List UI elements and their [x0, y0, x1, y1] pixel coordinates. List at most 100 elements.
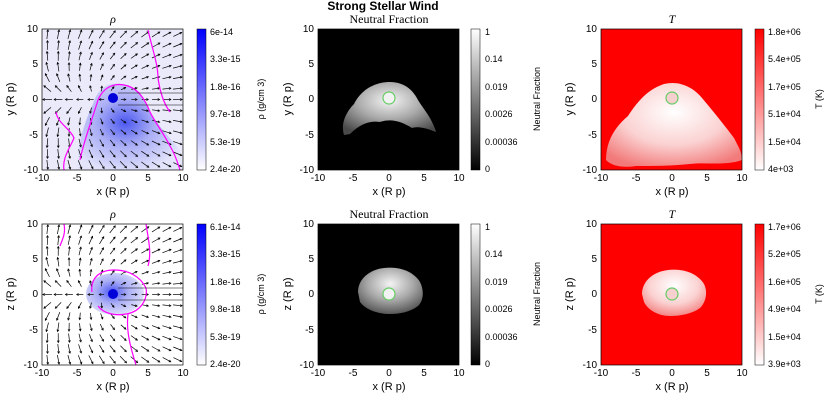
velocity-arrow — [55, 302, 62, 309]
colorbar-tick-label: 1.8e-16 — [210, 277, 241, 287]
velocity-arrow — [173, 346, 182, 351]
velocity-arrowhead — [146, 304, 150, 307]
velocity-arrowhead — [124, 236, 127, 240]
velocity-arrow — [99, 247, 104, 255]
velocity-arrowhead — [124, 165, 127, 169]
velocity-arrowhead — [90, 144, 93, 148]
velocity-arrowhead — [168, 282, 172, 285]
velocity-arrow — [131, 129, 138, 135]
velocity-arrow — [173, 43, 182, 48]
velocity-arrow — [120, 119, 127, 124]
velocity-arrow — [141, 282, 149, 285]
velocity-arrowhead — [68, 29, 72, 33]
x-tick-label: -10 — [35, 368, 50, 379]
velocity-arrow — [44, 268, 50, 278]
velocity-arrow — [141, 226, 150, 233]
velocity-arrowhead — [45, 50, 49, 54]
velocity-arrow — [130, 335, 138, 341]
velocity-arrow — [173, 336, 183, 340]
velocity-arrowhead — [123, 87, 127, 90]
y-tick-label: 10 — [586, 219, 598, 230]
velocity-arrow — [152, 282, 160, 285]
velocity-arrowhead — [79, 51, 82, 55]
x-tick-label: 5 — [704, 173, 710, 184]
x-tick-label: -10 — [594, 173, 609, 184]
velocity-arrow — [109, 150, 116, 158]
colorbar-tick-label: 1.8e-16 — [210, 82, 241, 92]
velocity-arrowhead — [101, 155, 105, 158]
velocity-arrow — [56, 116, 61, 126]
velocity-arrow — [131, 259, 138, 265]
y-tick-label: 5 — [591, 59, 597, 70]
velocity-arrowhead — [123, 98, 127, 101]
colorbar-tick-label: 0.0026 — [485, 109, 513, 119]
velocity-arrowhead — [78, 73, 82, 77]
velocity-arrowhead — [101, 52, 104, 55]
colorbar-tick-label: 5.3e-19 — [210, 137, 241, 147]
velocity-arrow — [173, 141, 183, 145]
x-tick-label: 10 — [453, 173, 465, 184]
velocity-arrowhead — [134, 304, 138, 307]
velocity-arrow — [151, 151, 161, 157]
velocity-arrowhead — [89, 268, 93, 272]
plot-frame — [600, 28, 743, 171]
velocity-arrow — [172, 304, 183, 307]
velocity-arrowhead — [123, 120, 127, 124]
x-tick-label: 5 — [145, 173, 151, 184]
velocity-arrow — [78, 40, 82, 50]
velocity-arrowhead — [56, 145, 60, 149]
velocity-arrow — [109, 236, 116, 244]
velocity-arrow — [120, 335, 127, 341]
axis-ticks: -10 -5 0 5 10 -10 -5 0 5 10 — [24, 219, 189, 379]
velocity-arrowhead — [68, 245, 71, 249]
velocity-arrowhead — [134, 270, 138, 274]
velocity-arrowhead — [179, 248, 183, 252]
velocity-arrow — [151, 335, 161, 341]
velocity-arrowhead — [123, 143, 127, 147]
velocity-arrowhead — [157, 98, 161, 101]
velocity-arrowhead — [68, 224, 72, 228]
velocity-arrowhead — [44, 123, 48, 126]
velocity-arrow — [151, 346, 161, 352]
colorbar-tick-label: 4e+03 — [768, 164, 793, 174]
velocity-arrow — [78, 85, 82, 92]
axis-ticks: -10 -5 0 5 10 -10 -5 0 5 10 — [583, 219, 748, 379]
velocity-arrowhead — [90, 224, 94, 228]
velocity-arrowhead — [146, 75, 150, 79]
velocity-arrowhead — [90, 155, 94, 159]
velocity-arrow — [109, 345, 116, 353]
velocity-arrowhead — [146, 120, 150, 124]
velocity-arrow — [67, 312, 71, 321]
velocity-arrow — [162, 271, 172, 275]
velocity-arrow — [88, 355, 94, 364]
colorbar-tick-label: 3.3e-15 — [210, 249, 241, 259]
velocity-arrowhead — [157, 120, 161, 124]
velocity-arrowhead — [134, 75, 138, 79]
velocity-arrowhead — [168, 42, 172, 46]
velocity-arrowhead — [66, 111, 69, 114]
velocity-arrowhead — [146, 87, 150, 90]
velocity-arrow — [109, 139, 116, 147]
velocity-arrow — [172, 87, 183, 90]
velocity-arrow — [43, 302, 52, 309]
y-axis-label: z (R p) — [5, 278, 17, 311]
panel-rho-xy: ρ -10 -5 0 5 10 -10 -5 0 5 10 x (R p) y … — [5, 12, 266, 198]
velocity-arrow — [131, 282, 138, 285]
velocity-arrowhead — [113, 30, 116, 34]
velocity-arrowhead — [168, 120, 172, 124]
velocity-arrowhead — [56, 73, 59, 76]
velocity-arrow — [88, 41, 93, 50]
colorbar-tick-label: 3.9e+03 — [768, 359, 801, 369]
velocity-arrow — [130, 53, 138, 59]
velocity-arrowhead — [89, 133, 93, 137]
velocity-arrowhead — [157, 64, 161, 68]
velocity-arrowhead — [46, 224, 50, 228]
velocity-arrowhead — [146, 360, 150, 363]
velocity-arrow — [89, 302, 92, 309]
velocity-arrow — [172, 109, 183, 112]
velocity-arrowhead — [157, 315, 161, 319]
velocity-arrow — [44, 116, 50, 126]
velocity-arrow — [66, 85, 72, 92]
velocity-arrowhead — [124, 30, 127, 34]
velocity-arrow — [89, 280, 92, 287]
